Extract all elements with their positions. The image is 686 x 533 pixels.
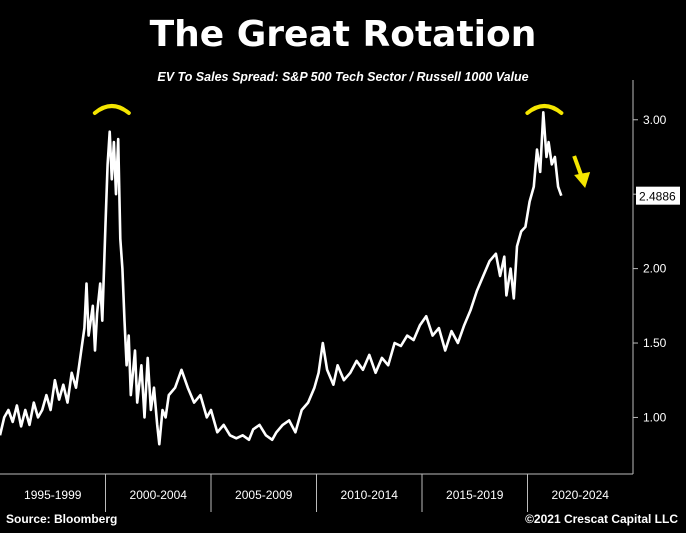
peak-arc-annotation	[525, 104, 564, 115]
x-tick-label: 2000-2004	[130, 488, 188, 502]
y-tick-label: 3.00	[643, 113, 667, 127]
last-value-label: 2.4886	[639, 190, 676, 204]
down-arrow-head	[574, 172, 591, 188]
y-tick-label: 1.50	[643, 336, 667, 350]
y-tick-label: 2.00	[643, 262, 667, 276]
x-tick-label: 2015-2019	[446, 488, 504, 502]
chart-title: The Great Rotation	[149, 14, 537, 55]
x-tick-label: 2020-2024	[552, 488, 610, 502]
x-tick-label: 1995-1999	[24, 488, 82, 502]
copyright-label: ©2021 Crescat Capital LLC	[525, 512, 678, 526]
y-tick-label: 1.00	[643, 410, 667, 424]
source-label: Source: Bloomberg	[6, 512, 118, 526]
last-value-box	[636, 186, 680, 205]
x-tick-label: 2010-2014	[341, 488, 399, 502]
series-line	[0, 111, 563, 446]
peak-arc-annotation	[92, 104, 131, 115]
x-tick-label: 2005-2009	[235, 488, 293, 502]
chart-subtitle: EV To Sales Spread: S&P 500 Tech Sector …	[157, 70, 529, 84]
